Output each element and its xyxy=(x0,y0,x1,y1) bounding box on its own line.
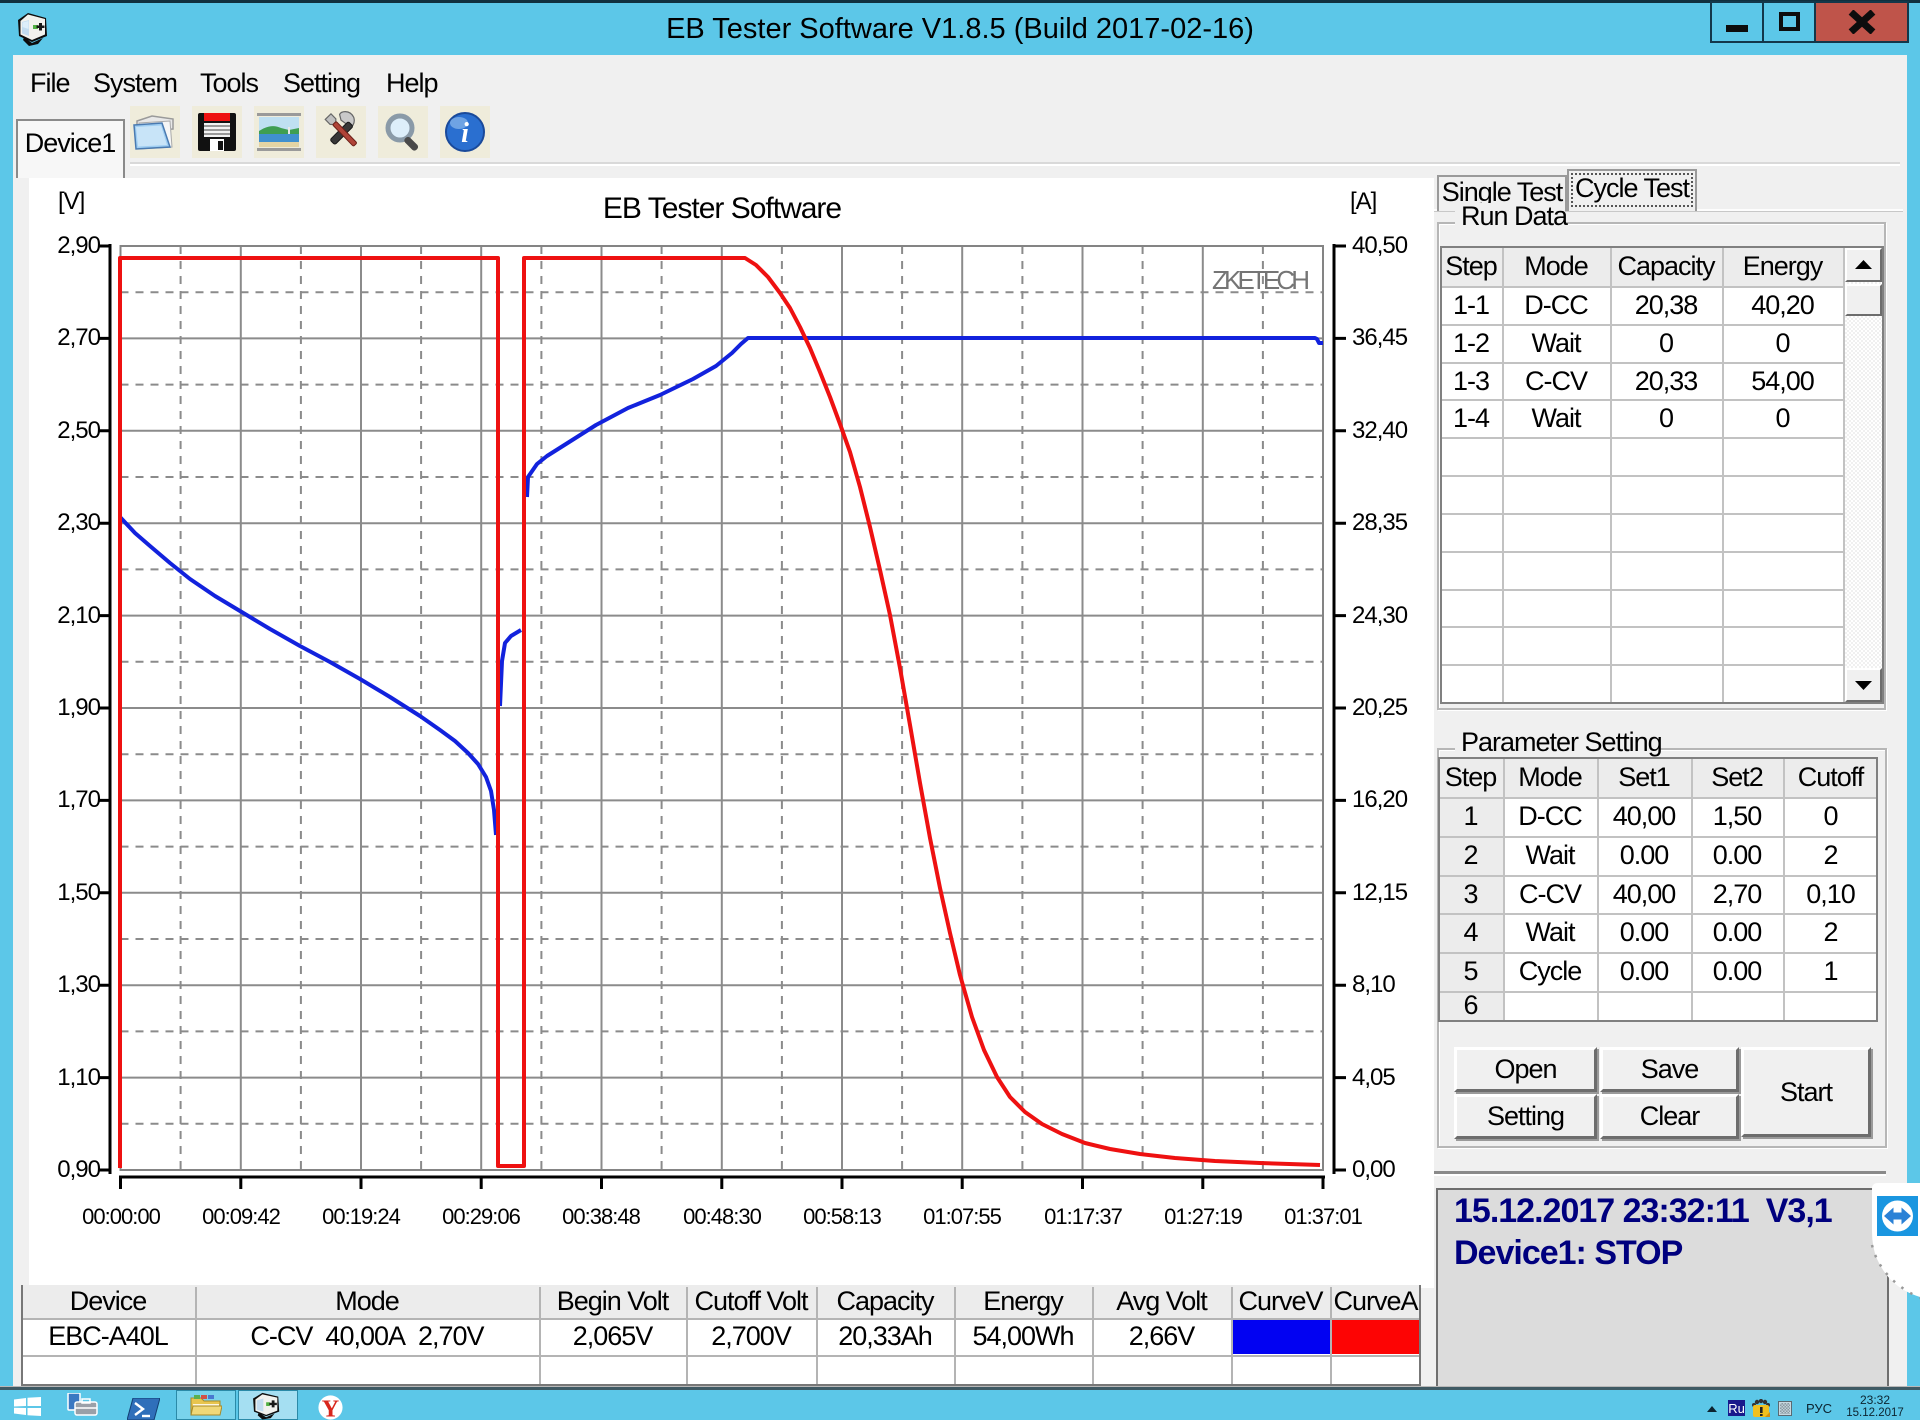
svg-text:i: i xyxy=(461,118,469,149)
svg-text:ZKETECH: ZKETECH xyxy=(1212,265,1310,295)
svg-text:Y: Y xyxy=(322,1396,339,1420)
